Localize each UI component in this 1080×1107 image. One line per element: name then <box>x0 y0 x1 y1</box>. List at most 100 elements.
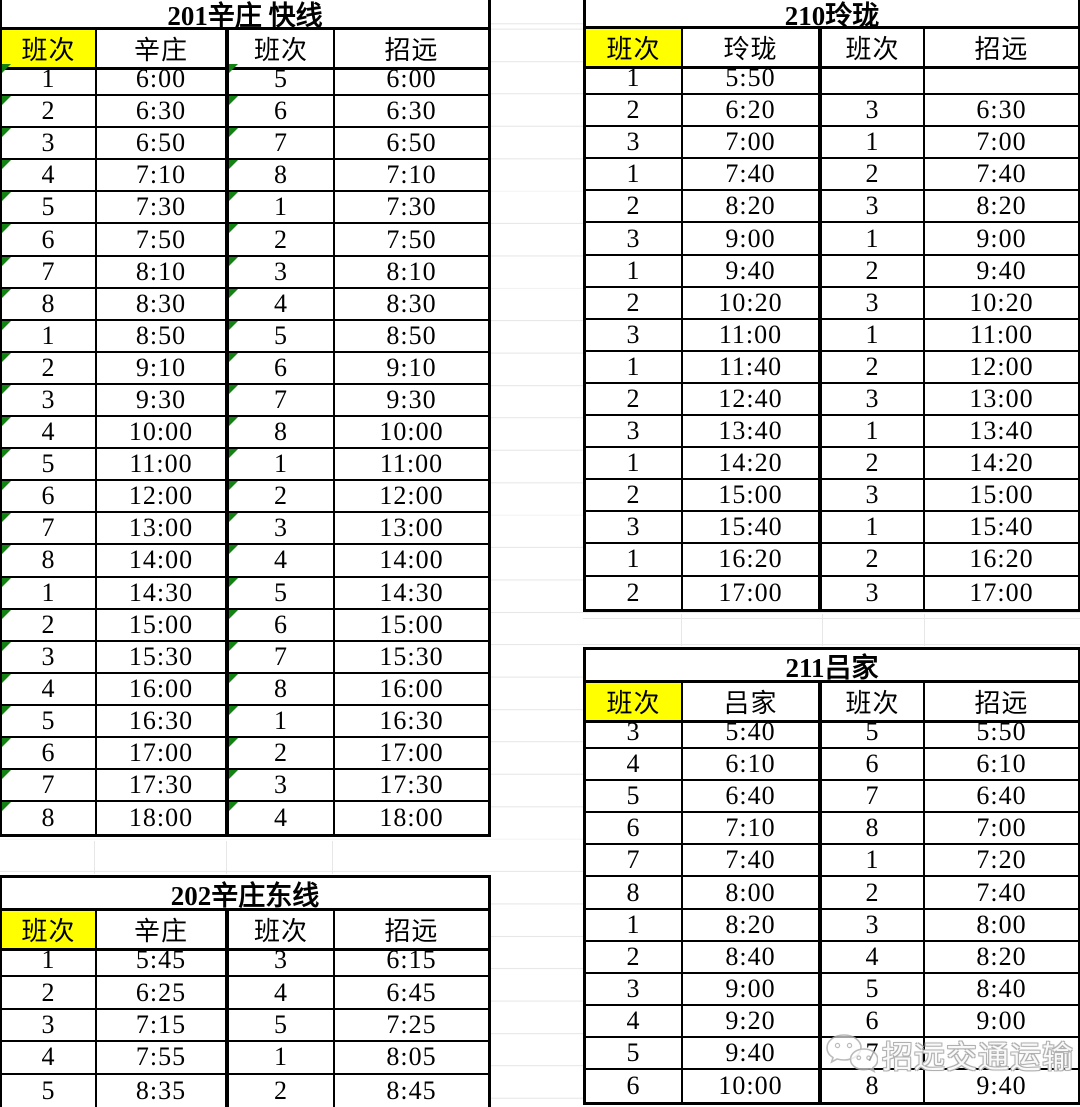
shift-number-cell: 7 <box>2 513 97 546</box>
departure-time-cell: 16:30 <box>97 705 229 738</box>
departure-time-cell: 16:20 <box>683 544 822 577</box>
shift-number-cell: 6 <box>2 224 97 257</box>
shift-number-cell: 1 <box>586 448 683 481</box>
shift-number-cell: 7 <box>586 845 683 878</box>
green-triangle-icon <box>229 705 238 715</box>
shift-number-cell: 5 <box>2 449 97 482</box>
table-row: 3 7:15 5 7:25 <box>2 1009 488 1043</box>
shift-number-cell: 7 <box>229 128 335 161</box>
shift-number-cell: 6 <box>822 749 925 782</box>
departure-time-cell: 7:10 <box>335 160 488 193</box>
departure-time-cell: 12:00 <box>925 352 1078 384</box>
shift-number-cell: 1 <box>586 909 683 942</box>
shift-number-cell: 6 <box>822 1005 925 1038</box>
shift-number-cell: 5 <box>586 781 683 814</box>
gridline <box>681 614 682 646</box>
table-row: 2 6:20 3 6:30 <box>586 95 1078 128</box>
green-triangle-icon <box>2 352 11 362</box>
green-triangle-icon <box>229 673 238 683</box>
shift-number-cell: 5 <box>229 64 335 97</box>
shift-number-cell: 5 <box>229 1009 335 1043</box>
table-row: 7 8:10 3 8:10 <box>2 256 488 289</box>
shift-number-cell: 2 <box>586 191 683 224</box>
shift-number-cell: 1 <box>822 845 925 878</box>
departure-time-cell: 8:50 <box>335 321 488 353</box>
header-origin: 玲珑 <box>683 29 822 69</box>
green-triangle-icon <box>2 128 11 138</box>
table-210-linglong: 210玲珑 班次 玲珑 班次 招远 1 5:50 2 6:20 3 6:30 3 7:00 1 7… <box>583 0 1080 612</box>
departure-time-cell: 7:30 <box>335 192 488 225</box>
green-triangle-icon <box>2 256 11 266</box>
departure-time-cell: 6:25 <box>97 977 229 1010</box>
shift-number-cell: 7 <box>822 781 925 814</box>
shift-number-cell: 4 <box>586 749 683 782</box>
header-shift: 班次 <box>229 30 335 70</box>
table-row: 5 6:40 7 6:40 <box>586 781 1078 814</box>
departure-time-cell: 6:50 <box>335 128 488 161</box>
departure-time-cell: 12:00 <box>97 481 229 514</box>
shift-number-cell: 2 <box>586 383 683 417</box>
departure-time-cell: 7:00 <box>925 813 1078 846</box>
departure-time-cell: 8:50 <box>97 320 229 353</box>
departure-time-cell: 16:00 <box>335 674 488 706</box>
departure-time-cell: 7:50 <box>335 224 488 257</box>
shift-number-cell: 2 <box>229 224 335 257</box>
gridline <box>583 618 1080 619</box>
green-triangle-icon <box>2 417 11 427</box>
shift-number-cell: 3 <box>586 127 683 160</box>
departure-time-cell: 15:00 <box>683 480 822 513</box>
shift-number-cell: 3 <box>586 416 683 449</box>
departure-time-cell: 6:45 <box>335 977 488 1010</box>
shift-number-cell: 3 <box>822 191 925 224</box>
departure-time-cell: 8:00 <box>925 910 1078 942</box>
shift-number-cell: 2 <box>2 352 97 385</box>
green-triangle-icon <box>2 384 11 394</box>
shift-number-cell: 8 <box>229 160 335 193</box>
table-row: 4 9:20 6 9:00 <box>586 1005 1078 1038</box>
departure-time-cell: 7:00 <box>683 127 822 160</box>
shift-number-cell: 4 <box>822 941 925 974</box>
departure-time-cell: 7:50 <box>97 224 229 257</box>
shift-number-cell: 1 <box>2 64 97 97</box>
table-row: 2 17:00 3 17:00 <box>586 576 1078 609</box>
departure-time-cell: 13:00 <box>925 384 1078 417</box>
departure-time-cell: 14:30 <box>335 578 488 610</box>
shift-number-cell: 5 <box>2 192 97 225</box>
table-row: 1 14:20 2 14:20 <box>586 448 1078 481</box>
departure-time-cell: 14:20 <box>925 448 1078 481</box>
shift-number-cell: 3 <box>586 717 683 750</box>
departure-time-cell: 7:10 <box>683 813 822 846</box>
table-row: 5 7:30 1 7:30 <box>2 192 488 225</box>
shift-number-cell: 2 <box>229 481 335 514</box>
table-row: 2 15:00 3 15:00 <box>586 480 1078 513</box>
shift-number-cell: 3 <box>822 383 925 417</box>
departure-time-cell: 7:30 <box>97 192 229 225</box>
departure-time-cell: 6:40 <box>683 781 822 814</box>
departure-time-cell: 9:40 <box>976 1071 1027 1101</box>
header-shift: 班次 <box>2 911 97 951</box>
departure-time-cell: 13:00 <box>97 513 229 546</box>
table-row: 3 5:40 5 5:50 <box>586 717 1078 750</box>
departure-time-cell: 17:00 <box>335 738 488 771</box>
green-triangle-icon <box>2 64 11 73</box>
departure-time-cell: 14:00 <box>97 545 229 578</box>
header-destination: 招远 <box>925 683 1078 723</box>
departure-time-cell: 12:00 <box>335 481 488 514</box>
shift-number-cell: 8 <box>822 1070 925 1103</box>
table-row: 4 10:00 8 10:00 <box>2 417 488 450</box>
departure-time-cell: 9:10 <box>335 353 488 385</box>
green-triangle-icon <box>2 513 11 523</box>
departure-time-cell: 7:40 <box>683 845 822 878</box>
departure-time-cell: 13:00 <box>335 513 488 546</box>
shift-number-cell: 3 <box>2 128 97 161</box>
departure-time-cell: 10:20 <box>683 287 822 320</box>
gridline <box>924 614 925 646</box>
header-destination: 招远 <box>335 911 488 951</box>
shift-number-cell: 2 <box>822 544 925 577</box>
green-triangle-icon <box>2 641 11 651</box>
table-row: 6 7:50 2 7:50 <box>2 224 488 257</box>
shift-number-cell: 7 <box>229 384 335 418</box>
departure-time-cell: 10:00 <box>683 1070 822 1103</box>
departure-time-cell: 8:20 <box>925 942 1078 974</box>
